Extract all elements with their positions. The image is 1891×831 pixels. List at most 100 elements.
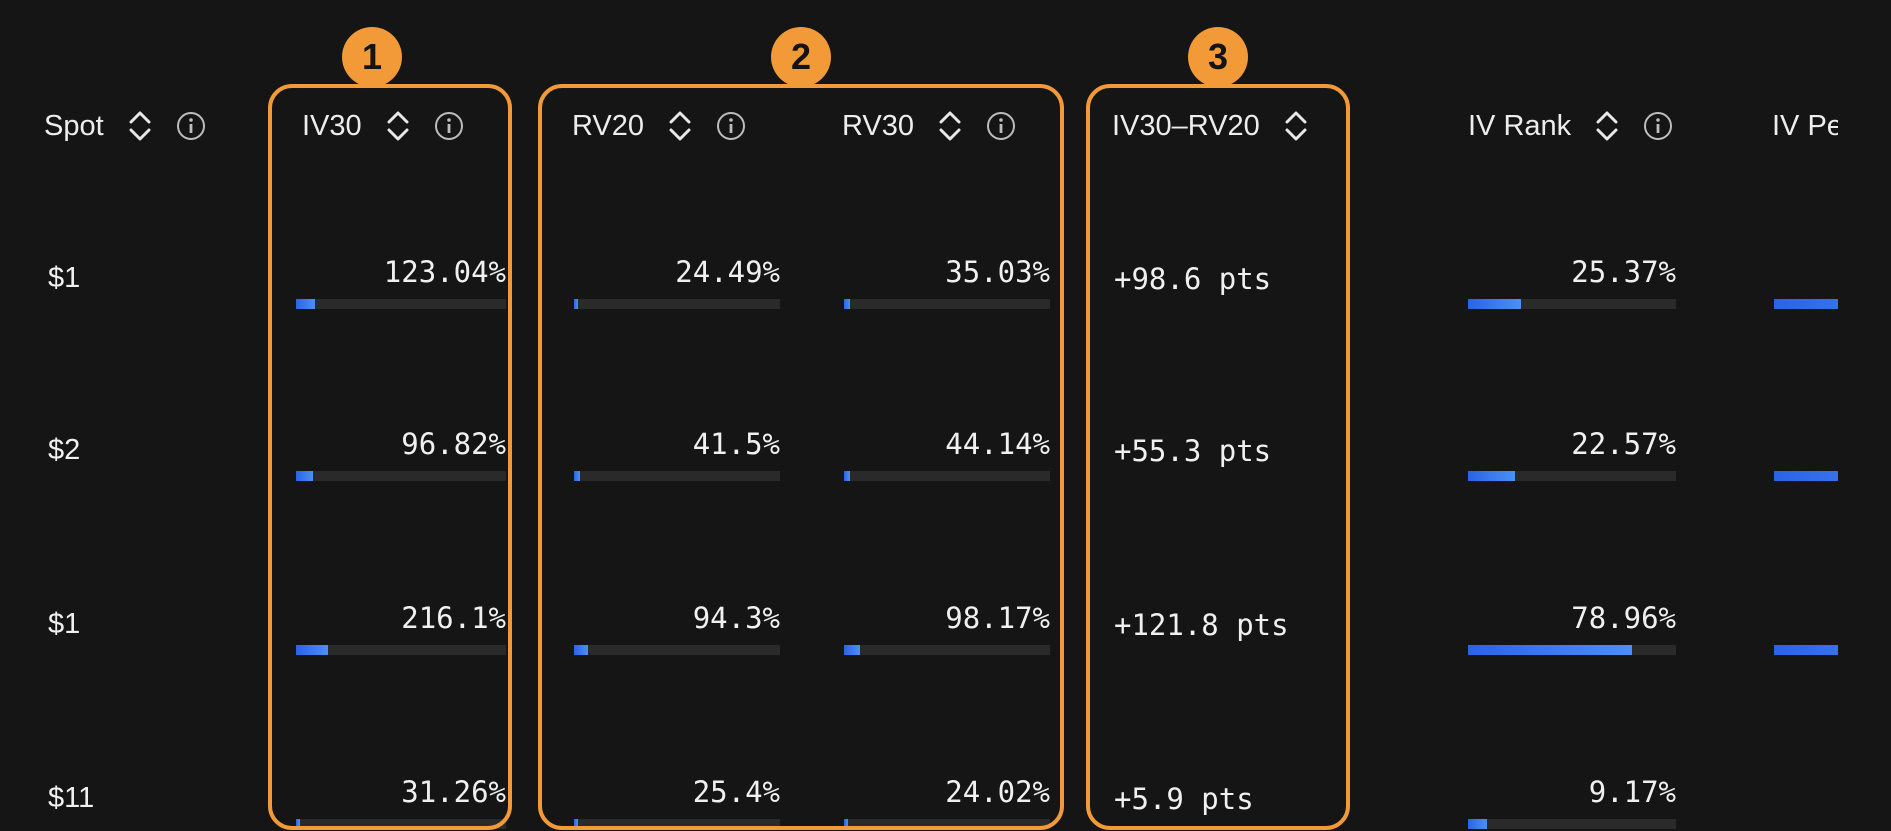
iv-rank-cell: 22.57% (1468, 427, 1676, 507)
header-iv-percentile[interactable]: IV Pe (1772, 104, 1838, 148)
spot-value: $2 (48, 434, 81, 466)
header-spot-label: Spot (44, 109, 104, 142)
rv30-bar-fill (844, 819, 849, 829)
rv20-bar-track (574, 645, 780, 655)
iv30-value: 216.1% (401, 601, 506, 635)
iv30-cell: 96.82% (296, 427, 506, 507)
rv20-cell: 41.5% (574, 427, 780, 507)
header-iv30-rv20-label: IV30–RV20 (1112, 109, 1260, 142)
iv30-bar-fill (296, 471, 313, 481)
iv-percentile-cell (1774, 601, 1838, 681)
rv30-bar-fill (844, 299, 851, 309)
iv-percentile-cell (1774, 427, 1838, 507)
iv-percentile-bar-fill (1774, 299, 1838, 309)
iv-rank-bar-track (1468, 819, 1676, 829)
iv-percentile-cell (1774, 255, 1838, 335)
rv20-cell: 25.4% (574, 775, 780, 831)
iv30-rv20-value: +98.6 pts (1114, 262, 1272, 296)
iv-percentile-bar-track (1774, 645, 1838, 655)
sort-updown-icon[interactable] (1282, 107, 1310, 145)
iv30-cell: 123.04% (296, 255, 506, 335)
rv30-bar-fill (844, 645, 861, 655)
rv20-value: 24.49% (675, 255, 780, 289)
rv20-bar-fill (574, 645, 589, 655)
header-iv30[interactable]: IV30 (302, 104, 464, 148)
info-icon[interactable] (1643, 111, 1673, 141)
iv-rank-bar-track (1468, 471, 1676, 481)
spot-value: $1 (48, 262, 81, 294)
iv30-rv20-value: +5.9 pts (1114, 782, 1254, 816)
rv20-cell: 94.3% (574, 601, 780, 681)
iv30-bar-track (296, 819, 506, 829)
iv30-cell: 216.1% (296, 601, 506, 681)
highlight-box-iv30 (268, 84, 512, 830)
rv20-bar-fill (574, 819, 579, 829)
rv20-bar-track (574, 299, 780, 309)
rv20-bar-track (574, 819, 780, 829)
iv30-value: 96.82% (401, 427, 506, 461)
callout-badge: 3 (1188, 27, 1248, 87)
iv-rank-value: 78.96% (1571, 601, 1676, 635)
iv-percentile-bar-fill (1774, 645, 1838, 655)
iv30-value: 31.26% (401, 775, 506, 809)
rv30-value: 24.02% (945, 775, 1050, 809)
header-iv-rank[interactable]: IV Rank (1468, 104, 1673, 148)
rv30-cell: 35.03% (844, 255, 1050, 335)
rv30-bar-track (844, 299, 1050, 309)
header-rv20[interactable]: RV20 (572, 104, 746, 148)
iv30-bar-fill (296, 299, 315, 309)
rv20-cell: 24.49% (574, 255, 780, 335)
header-rv20-label: RV20 (572, 109, 645, 142)
sort-updown-icon[interactable] (666, 107, 694, 145)
iv-rank-cell: 78.96% (1468, 601, 1676, 681)
rv30-bar-track (844, 819, 1050, 829)
iv-percentile-bar-track (1774, 299, 1838, 309)
header-rv30[interactable]: RV30 (842, 104, 1016, 148)
callout-badge: 2 (771, 27, 831, 87)
iv30-value: 123.04% (383, 255, 506, 289)
iv-rank-bar-track (1468, 645, 1676, 655)
header-iv30-label: IV30 (302, 109, 362, 142)
iv-percentile-bar-track (1774, 471, 1838, 481)
header-rv30-label: RV30 (842, 109, 915, 142)
iv-percentile-bar-fill (1774, 471, 1838, 481)
iv-rank-bar-fill (1468, 299, 1521, 309)
spot-value: $1 (48, 608, 81, 640)
iv30-bar-fill (296, 645, 328, 655)
iv-rank-bar-fill (1468, 819, 1488, 829)
iv-rank-bar-track (1468, 299, 1676, 309)
iv-rank-cell: 25.37% (1468, 255, 1676, 335)
info-icon[interactable] (986, 111, 1016, 141)
iv-rank-bar-fill (1468, 645, 1633, 655)
header-iv30-rv20[interactable]: IV30–RV20 (1112, 104, 1310, 148)
rv30-cell: 24.02% (844, 775, 1050, 831)
highlight-box-rv (538, 84, 1064, 830)
info-icon[interactable] (434, 111, 464, 141)
iv-rank-value: 22.57% (1571, 427, 1676, 461)
callout-badge: 1 (342, 27, 402, 87)
sort-updown-icon[interactable] (1593, 107, 1621, 145)
rv30-value: 35.03% (945, 255, 1050, 289)
sort-updown-icon[interactable] (384, 107, 412, 145)
rv30-bar-track (844, 471, 1050, 481)
sort-updown-icon[interactable] (126, 107, 154, 145)
sort-updown-icon[interactable] (936, 107, 964, 145)
rv30-value: 44.14% (945, 427, 1050, 461)
rv20-bar-fill (574, 471, 581, 481)
rv20-bar-track (574, 471, 780, 481)
rv30-bar-fill (844, 471, 851, 481)
info-icon[interactable] (716, 111, 746, 141)
iv30-bar-track (296, 645, 506, 655)
iv30-bar-track (296, 471, 506, 481)
options-table: Spot IV30 RV20 RV30 IV30–RV20 IV Rank IV… (44, 27, 1838, 831)
info-icon[interactable] (176, 111, 206, 141)
iv-rank-value: 25.37% (1571, 255, 1676, 289)
rv20-bar-fill (574, 299, 579, 309)
header-iv-percentile-label: IV Pe (1772, 109, 1838, 142)
iv30-cell: 31.26% (296, 775, 506, 831)
rv30-bar-track (844, 645, 1050, 655)
iv30-rv20-value: +55.3 pts (1114, 434, 1272, 468)
iv30-bar-track (296, 299, 506, 309)
iv-rank-cell: 9.17% (1468, 775, 1676, 831)
header-spot[interactable]: Spot (44, 104, 206, 148)
